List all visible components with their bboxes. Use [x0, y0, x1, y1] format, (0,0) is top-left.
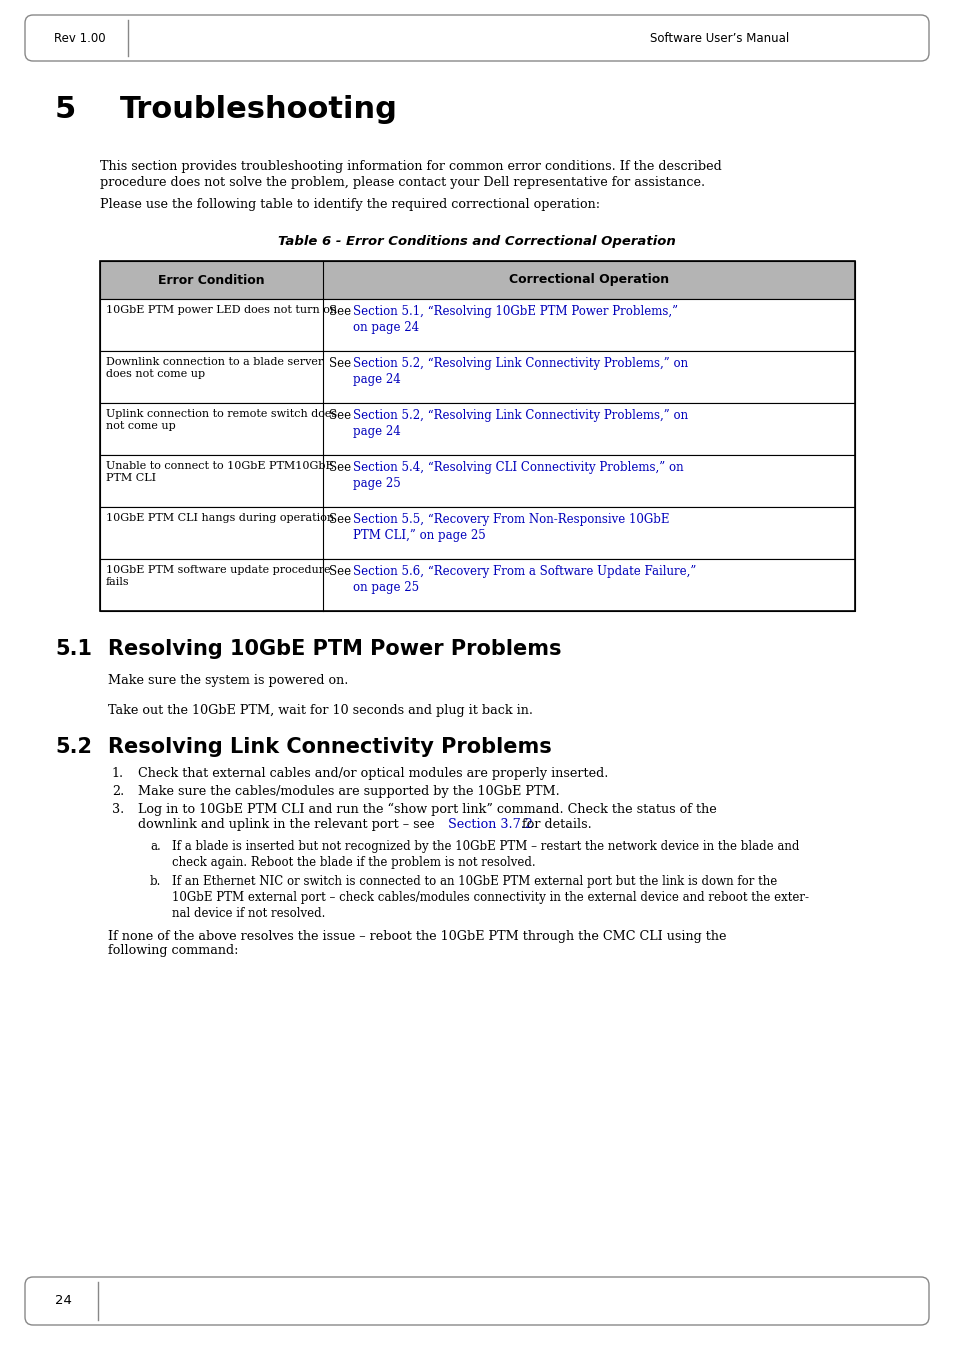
Text: Section 5.4, “Resolving CLI Connectivity Problems,” on
page 25: Section 5.4, “Resolving CLI Connectivity…: [353, 460, 683, 490]
Text: Software User’s Manual: Software User’s Manual: [650, 31, 789, 45]
Text: 24: 24: [54, 1295, 71, 1308]
Text: Make sure the system is powered on.: Make sure the system is powered on.: [108, 674, 348, 687]
Text: See: See: [329, 356, 355, 370]
Text: If a blade is inserted but not recognized by the 10GbE PTM – restart the network: If a blade is inserted but not recognize…: [172, 840, 799, 869]
Text: Section 3.7.2: Section 3.7.2: [448, 818, 533, 832]
Text: Rev 1.00: Rev 1.00: [54, 31, 106, 45]
Bar: [100, 351, 854, 404]
Text: 2.: 2.: [112, 784, 124, 798]
Text: 10GbE PTM software update procedure
fails: 10GbE PTM software update procedure fail…: [106, 566, 331, 587]
Text: 5.2: 5.2: [55, 737, 91, 757]
Text: Section 5.6, “Recovery From a Software Update Failure,”
on page 25: Section 5.6, “Recovery From a Software U…: [353, 566, 696, 594]
Text: Resolving Link Connectivity Problems: Resolving Link Connectivity Problems: [108, 737, 551, 757]
Text: Error Condition: Error Condition: [158, 274, 265, 286]
Text: Take out the 10GbE PTM, wait for 10 seconds and plug it back in.: Take out the 10GbE PTM, wait for 10 seco…: [108, 703, 533, 717]
Text: Section 5.1, “Resolving 10GbE PTM Power Problems,”
on page 24: Section 5.1, “Resolving 10GbE PTM Power …: [353, 305, 678, 333]
Text: See: See: [329, 460, 355, 474]
Text: Section 5.5, “Recovery From Non-Responsive 10GbE
PTM CLI,” on page 25: Section 5.5, “Recovery From Non-Responsi…: [353, 513, 669, 541]
Text: 5.1: 5.1: [55, 639, 91, 659]
Text: 10GbE PTM CLI hangs during operation: 10GbE PTM CLI hangs during operation: [106, 513, 334, 522]
Bar: [100, 261, 854, 612]
Text: Section 5.2, “Resolving Link Connectivity Problems,” on
page 24: Section 5.2, “Resolving Link Connectivit…: [353, 409, 687, 437]
Text: 5: 5: [55, 95, 76, 124]
Text: 1.: 1.: [112, 767, 124, 780]
Text: 10GbE PTM power LED does not turn on: 10GbE PTM power LED does not turn on: [106, 305, 336, 315]
Text: See: See: [329, 513, 355, 526]
Text: 3.: 3.: [112, 803, 124, 815]
Text: See: See: [329, 305, 355, 319]
Text: Resolving 10GbE PTM Power Problems: Resolving 10GbE PTM Power Problems: [108, 639, 561, 659]
Text: If none of the above resolves the issue – reboot the 10GbE PTM through the CMC C: If none of the above resolves the issue …: [108, 930, 726, 944]
Text: Table 6 - Error Conditions and Correctional Operation: Table 6 - Error Conditions and Correctio…: [278, 235, 675, 248]
Text: downlink and uplink in the relevant port – see: downlink and uplink in the relevant port…: [138, 818, 438, 832]
Text: See: See: [329, 566, 355, 578]
Bar: [100, 455, 854, 508]
Bar: [100, 298, 854, 351]
Bar: [100, 508, 854, 559]
Text: Make sure the cables/modules are supported by the 10GbE PTM.: Make sure the cables/modules are support…: [138, 784, 559, 798]
Text: a.: a.: [150, 840, 161, 853]
Text: This section provides troubleshooting information for common error conditions. I: This section provides troubleshooting in…: [100, 161, 721, 189]
Bar: [100, 404, 854, 455]
Text: Uplink connection to remote switch does
not come up: Uplink connection to remote switch does …: [106, 409, 336, 432]
Text: Unable to connect to 10GbE PTM10GbE
PTM CLI: Unable to connect to 10GbE PTM10GbE PTM …: [106, 460, 334, 483]
Text: for details.: for details.: [517, 818, 591, 832]
Text: Log in to 10GbE PTM CLI and run the “show port link” command. Check the status o: Log in to 10GbE PTM CLI and run the “sho…: [138, 803, 716, 817]
Bar: [100, 559, 854, 612]
Text: Downlink connection to a blade server
does not come up: Downlink connection to a blade server do…: [106, 356, 323, 379]
FancyBboxPatch shape: [25, 1277, 928, 1324]
Text: Please use the following table to identify the required correctional operation:: Please use the following table to identi…: [100, 198, 599, 211]
Text: b.: b.: [150, 875, 161, 888]
Text: Correctional Operation: Correctional Operation: [508, 274, 668, 286]
Bar: [100, 261, 854, 298]
Text: Troubleshooting: Troubleshooting: [120, 95, 397, 124]
Text: See: See: [329, 409, 355, 423]
Text: If an Ethernet NIC or switch is connected to an 10GbE PTM external port but the : If an Ethernet NIC or switch is connecte…: [172, 875, 808, 919]
Text: Check that external cables and/or optical modules are properly inserted.: Check that external cables and/or optica…: [138, 767, 608, 780]
Text: following command:: following command:: [108, 944, 238, 957]
Text: Section 5.2, “Resolving Link Connectivity Problems,” on
page 24: Section 5.2, “Resolving Link Connectivit…: [353, 356, 687, 386]
FancyBboxPatch shape: [25, 15, 928, 61]
